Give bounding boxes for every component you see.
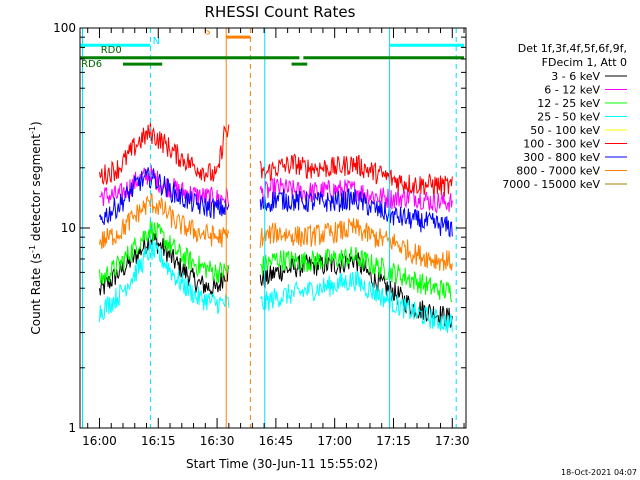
plot-frame — [79, 27, 467, 429]
chart-title: RHESSI Count Rates — [205, 3, 356, 21]
plot-area: N S RD0 RD6 — [80, 26, 465, 428]
legend-label-1: 6 - 12 keV — [544, 84, 600, 97]
legend-label-5: 100 - 300 keV — [523, 138, 600, 151]
annotation-s: S — [204, 26, 210, 37]
annotation-n: N — [153, 36, 160, 47]
y-tick-label: 100 — [53, 21, 76, 35]
y-axis-label: Count Rate (s-1 detector segment-1) — [28, 121, 43, 334]
legend-label-0: 3 - 6 keV — [551, 70, 600, 83]
x-tick-label: 17:15 — [376, 434, 411, 448]
legend-label-8: 7000 - 15000 keV — [502, 178, 600, 191]
annotation-rd6: RD6 — [81, 59, 102, 70]
y-axis-label-end: ) — [29, 121, 43, 126]
y-tick-label: 1 — [68, 421, 76, 435]
x-tick-label: 17:00 — [317, 434, 352, 448]
timestamp: 18-Oct-2021 04:07 — [561, 468, 637, 477]
legend-header-line1: Det 1f,3f,4f,5f,6f,9f, — [518, 42, 627, 55]
x-tick-label: 16:15 — [141, 434, 176, 448]
series-line-7 — [99, 192, 453, 271]
series-line-0 — [99, 232, 453, 328]
x-tick-label: 16:00 — [82, 434, 117, 448]
x-tick-label: 16:45 — [259, 434, 294, 448]
y-tick-label: 10 — [61, 221, 76, 235]
legend-label-4: 50 - 100 keV — [530, 124, 600, 137]
x-axis-ticks: 16:00 16:15 16:30 16:45 17:00 17:15 17:30 — [82, 28, 470, 448]
series-line-6 — [99, 167, 453, 238]
series-line-3 — [99, 240, 453, 334]
legend-label-7: 800 - 7000 keV — [516, 165, 600, 178]
legend: Det 1f,3f,4f,5f,6f,9f, FDecim 1, Att 0 3… — [502, 42, 627, 191]
y-axis-label-sup1: -1 — [28, 245, 37, 253]
legend-label-6: 300 - 800 keV — [523, 151, 600, 164]
x-tick-label: 17:30 — [435, 434, 470, 448]
y-axis-ticks: 1 10 100 — [53, 21, 466, 435]
series-line-5 — [99, 122, 453, 197]
series-line-2 — [99, 219, 453, 303]
legend-label-3: 25 - 50 keV — [537, 111, 600, 124]
legend-header-line2: FDecim 1, Att 0 — [542, 56, 627, 69]
annotation-rd0: RD0 — [101, 45, 122, 56]
x-tick-label: 16:30 — [200, 434, 235, 448]
y-axis-label-mid: detector segment — [29, 134, 43, 245]
y-axis-label-sup2: -1 — [28, 126, 37, 134]
y-axis-label-main: Count Rate (s — [29, 253, 43, 335]
x-axis-label: Start Time (30-Jun-11 15:55:02) — [186, 457, 378, 471]
legend-label-2: 12 - 25 keV — [537, 97, 600, 110]
